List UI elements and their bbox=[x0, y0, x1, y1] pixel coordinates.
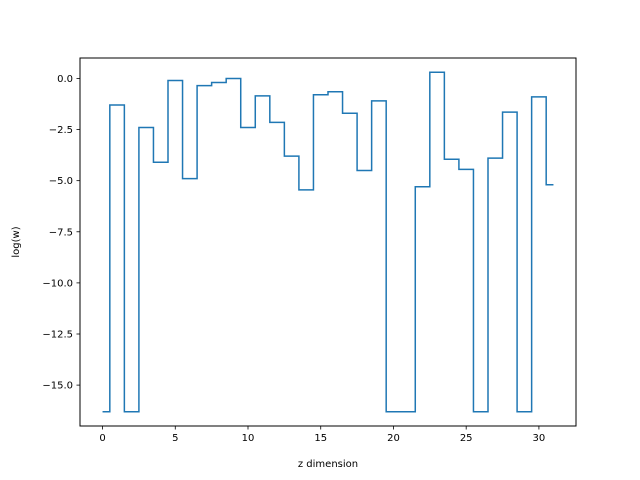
axes-frame bbox=[79, 57, 577, 427]
x-tick-label: 0 bbox=[99, 433, 105, 444]
x-tick-label: 25 bbox=[460, 433, 473, 444]
x-tick-label: 5 bbox=[172, 433, 178, 444]
y-tick-label: −12.5 bbox=[42, 330, 73, 341]
y-tick-label: −2.5 bbox=[49, 125, 73, 136]
y-tick-label: −5.0 bbox=[49, 176, 73, 187]
x-axis-ticks: 0 5 10 15 20 25 30 bbox=[99, 426, 545, 444]
x-tick-label: 10 bbox=[242, 433, 255, 444]
y-tick-label: −10.0 bbox=[42, 278, 73, 289]
y-axis-label: log(w) bbox=[11, 226, 22, 257]
x-axis-label: z dimension bbox=[298, 459, 358, 470]
y-tick-label: −7.5 bbox=[49, 227, 73, 238]
x-tick-label: 15 bbox=[314, 433, 327, 444]
y-tick-label: −15.0 bbox=[42, 381, 73, 392]
y-tick-label: 0.0 bbox=[57, 74, 73, 85]
y-axis-ticks: 0.0 −2.5 −5.0 −7.5 −10.0 −12.5 −15.0 bbox=[42, 74, 80, 392]
series-line bbox=[102, 71, 554, 413]
x-tick-label: 20 bbox=[387, 433, 400, 444]
x-tick-label: 30 bbox=[533, 433, 546, 444]
plot-area bbox=[102, 71, 554, 413]
